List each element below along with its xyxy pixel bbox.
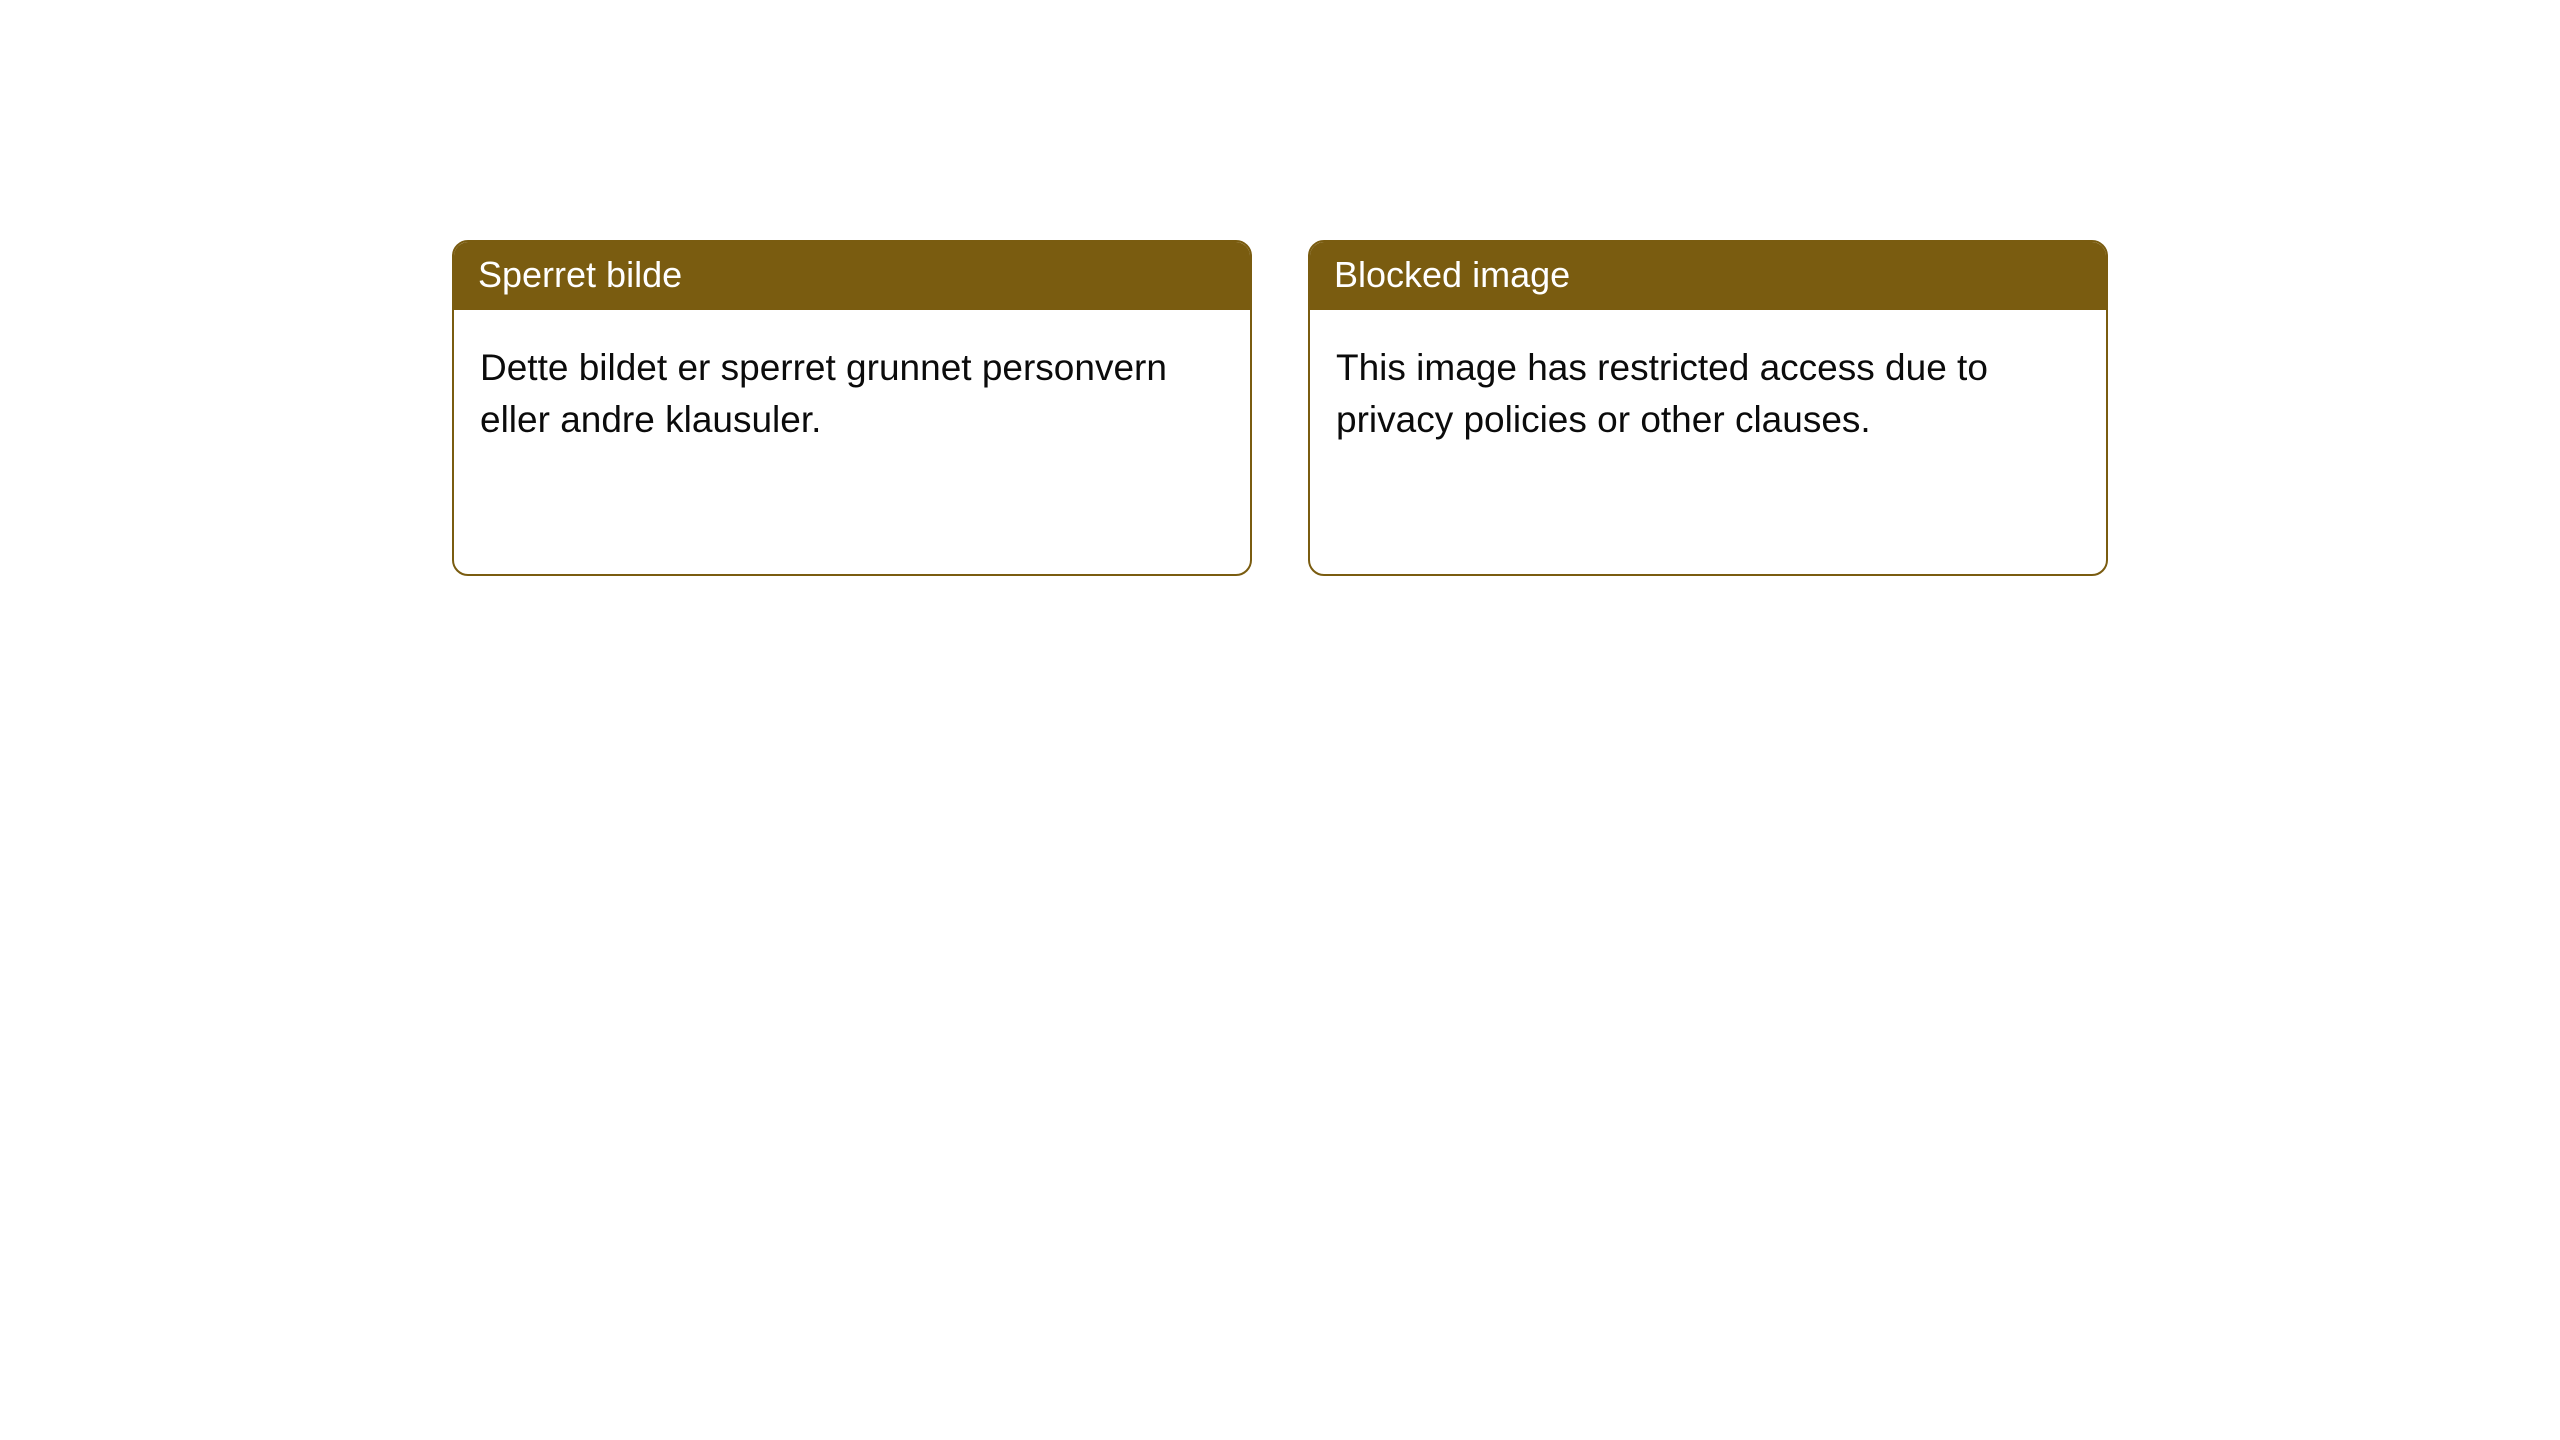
notice-container: Sperret bilde Dette bildet er sperret gr… [0, 240, 2560, 576]
notice-header: Sperret bilde [454, 242, 1250, 310]
notice-card-norwegian: Sperret bilde Dette bildet er sperret gr… [452, 240, 1252, 576]
notice-body: Dette bildet er sperret grunnet personve… [454, 310, 1250, 574]
notice-header: Blocked image [1310, 242, 2106, 310]
notice-card-english: Blocked image This image has restricted … [1308, 240, 2108, 576]
notice-body: This image has restricted access due to … [1310, 310, 2106, 574]
